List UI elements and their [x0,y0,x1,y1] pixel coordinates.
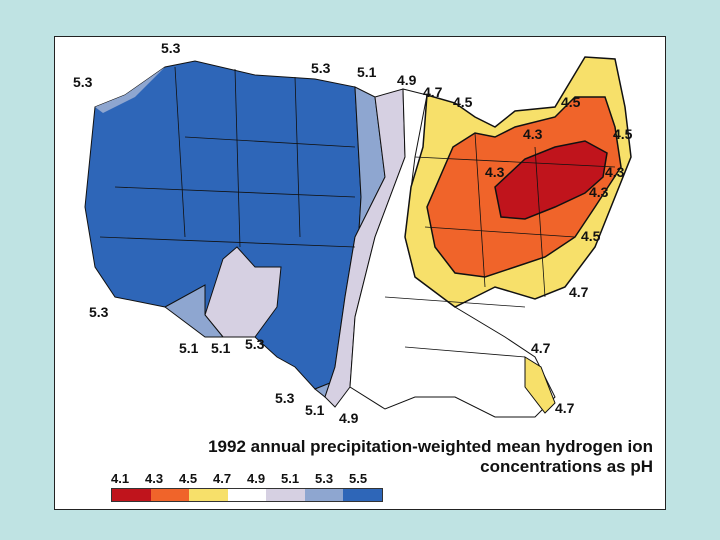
map-label: 4.7 [531,340,551,356]
legend-tick: 4.7 [213,471,232,486]
precipitation-ph-map: 5.3 5.3 5.3 5.1 4.9 4.7 4.5 4.5 4.3 4.5 … [73,40,633,426]
legend-color-bar [111,488,383,502]
region-ph-4-7-florida [524,356,556,414]
legend-swatch [227,489,267,501]
legend-tick: 4.9 [247,471,266,486]
region-ph-4-3 [494,140,608,220]
map-label: 5.3 [245,336,265,352]
map-label: 4.3 [605,164,625,180]
legend-ticks: 4.1 4.3 4.5 4.7 4.9 5.1 5.3 5.5 [111,471,383,486]
map-label: 4.3 [485,164,505,180]
legend-swatch [343,489,383,501]
ph-legend: 4.1 4.3 4.5 4.7 4.9 5.1 5.3 5.5 [111,471,383,502]
map-label: 5.3 [73,74,93,90]
legend-tick: 4.1 [111,471,130,486]
state-borders [99,66,616,358]
map-label: 4.5 [453,94,473,110]
legend-tick: 4.3 [145,471,164,486]
map-label: 4.7 [423,84,443,100]
legend-swatch [266,489,305,501]
map-label: 5.3 [89,304,109,320]
legend-swatch [189,489,228,501]
caption-line-2: concentrations as pH [480,457,653,476]
caption-line-1: 1992 annual precipitation-weighted mean … [208,437,653,456]
map-label: 4.7 [555,400,575,416]
map-label: 4.5 [613,126,633,142]
legend-swatch [150,489,190,501]
map-label: 5.3 [311,60,331,76]
legend-tick: 5.5 [349,471,368,486]
region-ph-5-1-southwest [204,246,282,338]
map-label: 4.5 [561,94,581,110]
map-label: 4.9 [339,410,359,426]
legend-tick: 5.3 [315,471,334,486]
map-figure: 5.3 5.3 5.3 5.1 4.9 4.7 4.5 4.5 4.3 4.5 … [54,36,666,510]
map-label: 5.1 [211,340,231,356]
map-label: 4.5 [581,228,601,244]
legend-tick: 4.5 [179,471,198,486]
map-label: 4.9 [397,72,417,88]
legend-swatch [112,489,151,501]
region-ph-5-3-west [95,67,165,113]
legend-swatch [304,489,344,501]
map-label: 5.1 [357,64,377,80]
map-label: 5.3 [161,40,181,56]
map-label: 4.3 [589,184,609,200]
legend-tick: 5.1 [281,471,300,486]
region-ph-5-3-southwest [164,284,225,338]
map-label: 5.1 [179,340,199,356]
map-label: 5.1 [305,402,325,418]
map-caption: 1992 annual precipitation-weighted mean … [133,437,653,477]
map-label: 4.7 [569,284,589,300]
map-label: 4.3 [523,126,543,142]
map-label: 5.3 [275,390,295,406]
